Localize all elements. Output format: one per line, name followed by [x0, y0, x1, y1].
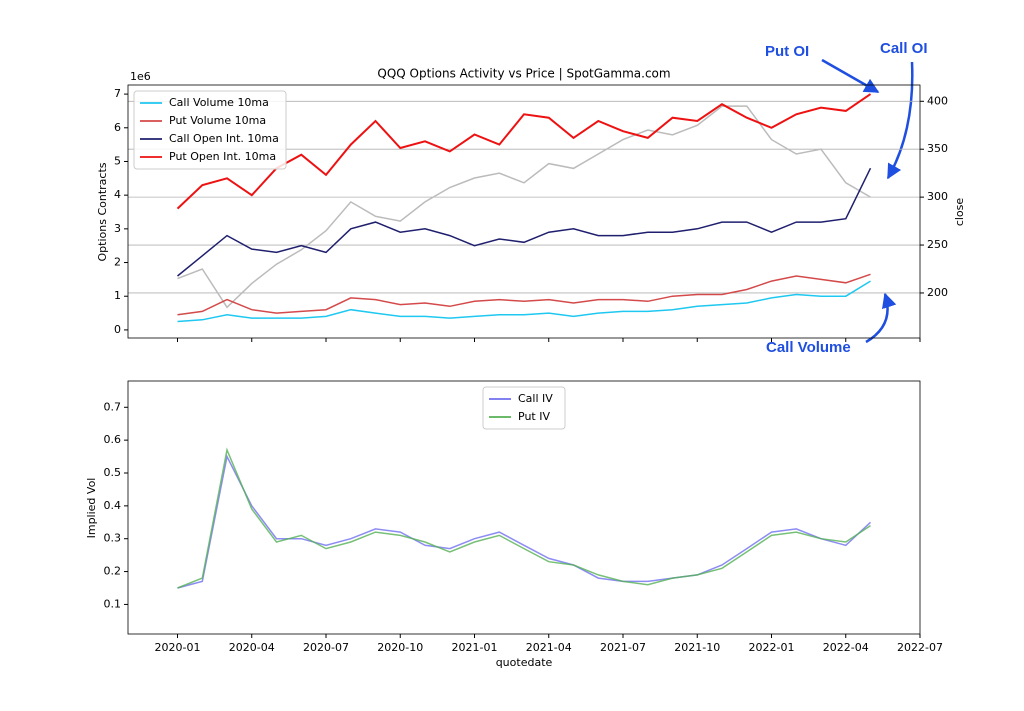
legend-label: Put Open Int. 10ma [169, 150, 276, 163]
legend-label: Call Volume 10ma [169, 96, 269, 109]
legend [482, 386, 566, 430]
annotation-arrow [886, 61, 914, 180]
y-tick-label: 2 [114, 256, 121, 269]
x-tick-label: 2020-01 [155, 641, 201, 654]
plot-frame [127, 84, 921, 339]
y2-tick-label: 200 [927, 286, 948, 299]
x-tick-label: 2020-10 [377, 641, 423, 654]
y2-tick-label: 350 [927, 142, 948, 155]
series-line [177, 454, 872, 589]
legend-label: Call IV [518, 392, 553, 405]
series-line [177, 447, 871, 589]
x-tick-label: 2021-07 [600, 641, 646, 654]
y2-axis-label: close [953, 198, 966, 227]
x-tick-label: 2022-07 [897, 641, 943, 654]
y-tick-label: 1 [114, 289, 121, 302]
x-tick-label: 2021-01 [452, 641, 498, 654]
y-tick-label: 0.3 [104, 532, 122, 545]
y-tick-label: 0.2 [104, 565, 122, 578]
x-tick-label: 2020-04 [229, 641, 275, 654]
y-tick-label: 0.5 [104, 466, 122, 479]
y-tick-label: 0.4 [104, 499, 122, 512]
annotation: Call OI [880, 40, 928, 57]
x-axis-label: quotedate [496, 656, 553, 669]
x-tick-label: 2022-01 [749, 641, 795, 654]
y-axis-label: Options Contracts [96, 162, 109, 261]
y-tick-label: 0 [114, 323, 121, 336]
y-tick-label: 0.7 [104, 400, 122, 413]
legend-label: Put Volume 10ma [169, 114, 266, 127]
y2-tick-label: 300 [927, 190, 948, 203]
x-tick-label: 2021-04 [526, 641, 572, 654]
series-line [177, 280, 871, 323]
y-tick-label: 6 [114, 121, 121, 134]
legend-label: Call Open Int. 10ma [169, 132, 279, 145]
series-line [177, 273, 871, 316]
offset-text: 1e6 [130, 70, 151, 83]
y-axis-label: Implied Vol [85, 478, 98, 539]
y-tick-label: 7 [114, 87, 121, 100]
x-tick-label: 2022-04 [823, 641, 869, 654]
series-line [177, 167, 872, 277]
y-tick-label: 3 [114, 222, 121, 235]
legend-label: Put IV [518, 410, 550, 423]
y2-tick-label: 250 [927, 238, 948, 251]
y-tick-label: 4 [114, 188, 121, 201]
plot-frame [127, 380, 921, 635]
annotation: Put OI [765, 43, 809, 60]
chart-title: QQQ Options Activity vs Price | SpotGamm… [377, 67, 670, 81]
series-line [177, 105, 871, 309]
annotation-arrow [821, 58, 880, 94]
legend [133, 90, 287, 170]
annotation-arrow [865, 292, 897, 344]
y-tick-label: 0.1 [104, 597, 122, 610]
annotation: Call Volume [766, 339, 851, 356]
y-tick-label: 5 [114, 154, 121, 167]
series-line [176, 93, 872, 210]
x-tick-label: 2020-07 [303, 641, 349, 654]
y-tick-label: 0.6 [104, 433, 122, 446]
x-tick-label: 2021-10 [674, 641, 720, 654]
y2-tick-label: 400 [927, 94, 948, 107]
